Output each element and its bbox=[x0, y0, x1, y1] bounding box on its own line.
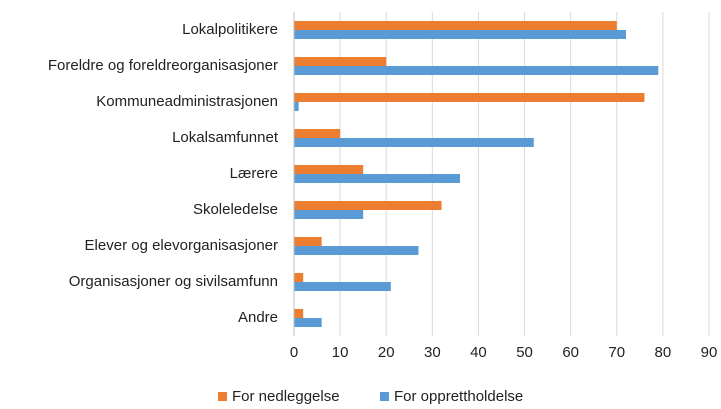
x-tick-label: 20 bbox=[378, 344, 395, 361]
y-tick-label: Elever og elevorganisasjoner bbox=[85, 237, 278, 254]
bar bbox=[294, 129, 341, 138]
x-tick-label: 90 bbox=[701, 344, 718, 361]
bar bbox=[294, 282, 391, 291]
y-tick-label: Foreldre og foreldreorganisasjoner bbox=[48, 57, 278, 74]
bar bbox=[294, 165, 364, 174]
bar bbox=[294, 30, 626, 39]
y-tick-label: Kommuneadministrasjonen bbox=[96, 93, 278, 110]
y-tick-label: Andre bbox=[238, 309, 278, 326]
x-tick-label: 50 bbox=[516, 344, 533, 361]
y-tick-label: Organisasjoner og sivilsamfunn bbox=[69, 273, 278, 290]
bar bbox=[294, 210, 364, 219]
bar bbox=[294, 246, 419, 255]
y-tick-label: Lokalsamfunnet bbox=[172, 129, 279, 146]
bar bbox=[294, 102, 299, 111]
bar bbox=[294, 138, 534, 147]
legend-swatch bbox=[380, 392, 389, 401]
bar bbox=[294, 93, 645, 102]
bar bbox=[294, 201, 442, 210]
x-tick-label: 80 bbox=[655, 344, 672, 361]
bar bbox=[294, 318, 322, 327]
bar bbox=[294, 309, 304, 318]
x-tick-label: 40 bbox=[470, 344, 487, 361]
x-tick-label: 10 bbox=[332, 344, 349, 361]
bar bbox=[294, 66, 659, 75]
x-tick-label: 30 bbox=[424, 344, 441, 361]
bar bbox=[294, 174, 460, 183]
legend-swatch bbox=[218, 392, 227, 401]
bar bbox=[294, 21, 617, 30]
bar bbox=[294, 273, 304, 282]
bar bbox=[294, 57, 387, 66]
x-tick-label: 0 bbox=[290, 344, 298, 361]
y-tick-label: Lærere bbox=[230, 165, 278, 182]
x-tick-label: 70 bbox=[608, 344, 625, 361]
y-tick-label: Lokalpolitikere bbox=[182, 21, 278, 38]
x-tick-label: 60 bbox=[562, 344, 579, 361]
legend-label: For opprettholdelse bbox=[394, 388, 523, 405]
y-tick-label: Skoleledelse bbox=[193, 201, 278, 218]
legend-label: For nedleggelse bbox=[232, 388, 340, 405]
bar bbox=[294, 237, 322, 246]
